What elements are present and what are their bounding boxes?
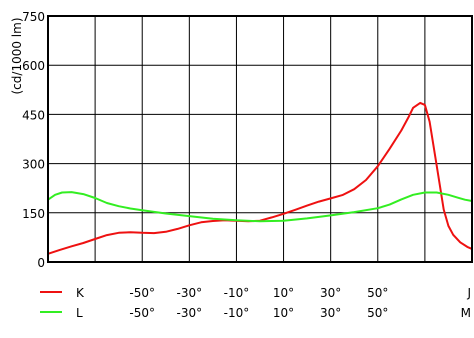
y-tick-label: 150	[22, 207, 45, 221]
y-tick-label: 0	[37, 256, 45, 270]
series-line-l	[48, 192, 472, 221]
y-tick-label: 600	[22, 59, 45, 73]
legend-label-l: L	[76, 306, 83, 320]
x-tick-label: -10°	[224, 306, 250, 320]
x-tick-label: -50°	[129, 286, 155, 300]
x-tick-label: -50°	[129, 306, 155, 320]
x-tick-label: -30°	[177, 286, 203, 300]
x-tick-label: 50°	[367, 306, 388, 320]
y-tick-label: 300	[22, 158, 45, 172]
x-tick-rows: K -50° -30° -10° 10° 30° 50° J L -50° -30° -10° 10° 3…	[40, 286, 471, 320]
x-tick-label: J	[466, 286, 471, 300]
x-tick-label: 50°	[367, 286, 388, 300]
x-tick-label: M	[461, 306, 471, 320]
y-tick-labels: 0 150 300 450 600 750	[22, 10, 45, 270]
x-tick-label: -10°	[224, 286, 250, 300]
x-tick-label: -30°	[177, 306, 203, 320]
y-axis-label: (cd/1000 lm)	[10, 18, 24, 95]
legend-label-k: K	[76, 286, 85, 300]
y-tick-label: 450	[22, 108, 45, 122]
x-tick-label: 30°	[320, 306, 341, 320]
x-tick-label: 30°	[320, 286, 341, 300]
y-tick-label: 750	[22, 10, 45, 24]
x-tick-label: 10°	[273, 306, 294, 320]
gridlines	[48, 16, 472, 262]
series-line-k	[48, 103, 472, 254]
series-lines	[48, 103, 472, 254]
plot-frame	[48, 16, 472, 262]
x-tick-label: 10°	[273, 286, 294, 300]
